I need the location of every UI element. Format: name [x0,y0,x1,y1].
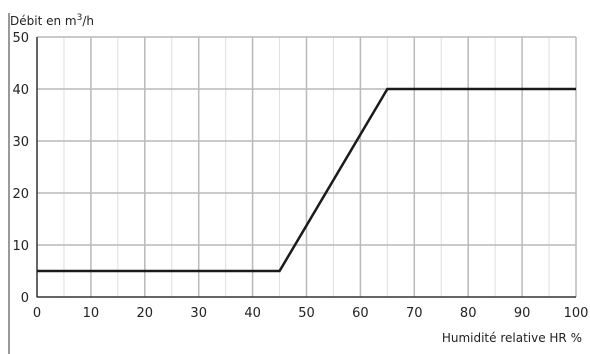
x-tick-label-30: 30 [190,306,207,321]
x-tick-label-40: 40 [244,306,261,321]
y-tick-label-40: 40 [12,83,29,98]
x-tick-label-70: 70 [406,306,423,321]
y-tick-label-50: 50 [12,31,29,46]
y-tick-label-0: 0 [21,291,29,306]
x-tick-label-100: 100 [564,306,589,321]
y-axis-title-prefix: Débit en m [10,14,77,28]
y-tick-label-30: 30 [12,135,29,150]
x-axis-title: Humidité relative HR % [442,331,582,345]
y-axis-title: Débit en m3/h [10,13,94,28]
x-tick-label-80: 80 [460,306,477,321]
y-axis-title-superscript: 3 [77,13,83,23]
x-tick-label-90: 90 [514,306,531,321]
y-tick-label-10: 10 [12,239,29,254]
x-tick-label-20: 20 [137,306,154,321]
plot-area: 0 10 20 30 40 50 60 70 80 90 100 0 10 20 30 40 50 [8,13,589,354]
x-tick-label-10: 10 [83,306,100,321]
y-tick-label-20: 20 [12,187,29,202]
series-line-0 [37,87,576,273]
x-tick-label-60: 60 [352,306,369,321]
x-tick-label-50: 50 [298,306,315,321]
y-axis-title-suffix: /h [82,14,94,28]
x-tick-label-0: 0 [33,306,41,321]
